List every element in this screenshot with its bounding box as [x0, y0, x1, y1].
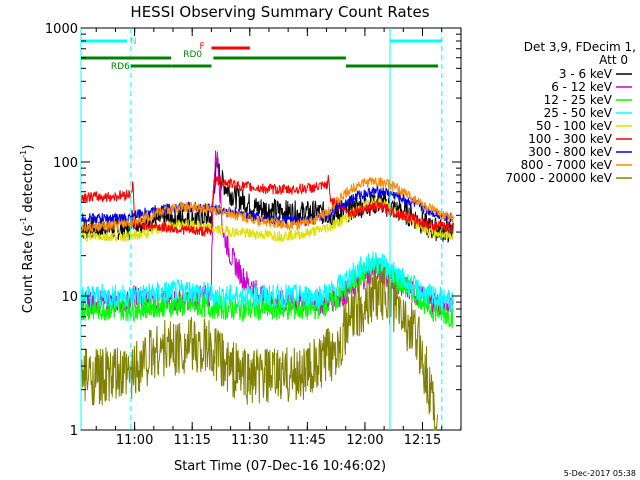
legend-header-2: Att 0	[599, 53, 628, 67]
series-line-8	[80, 177, 454, 234]
vertical-markers	[80, 28, 443, 430]
x-tick-label-3: 11:30	[231, 433, 268, 448]
x-tick-label-2: 11:15	[173, 433, 210, 448]
state-bar-label-4: RD0	[183, 50, 202, 60]
x-tick-label-4: 11:45	[289, 433, 326, 448]
legend-label-4: 25 - 50 keV	[544, 106, 613, 120]
y-tick-label-4: 1000	[45, 22, 78, 37]
x-axis-label: Start Time (07-Dec-16 10:46:02)	[174, 459, 386, 474]
state-bar-label-5: RD6	[111, 62, 130, 72]
y-axis-label-mid: detector	[21, 157, 36, 217]
x-tick-label-1: 11:00	[116, 433, 153, 448]
series-line-9	[80, 263, 438, 431]
legend-label-6: 100 - 300 keV	[528, 132, 612, 146]
legend-label-2: 6 - 12 keV	[551, 80, 613, 94]
state-bar-label-3: F	[200, 42, 205, 52]
footer-timestamp: 5-Dec-2017 05:38	[564, 469, 636, 478]
y-tick-label-3: 100	[53, 156, 78, 171]
y-tick-label-1: 1	[70, 424, 78, 439]
legend-label-5: 50 - 100 keV	[536, 119, 613, 133]
y-axis-label-main: Count Rate (s	[21, 225, 36, 314]
legend-label-1: 3 - 6 keV	[559, 67, 613, 81]
series-line-4	[80, 251, 454, 313]
chart-title: HESSI Observing Summary Count Rates	[130, 3, 429, 21]
y-tick-label-2: 10	[61, 290, 78, 305]
x-axis: 11:00 11:15 11:30 11:45 12:00 12:15	[95, 28, 462, 448]
legend-label-3: 12 - 25 keV	[544, 93, 613, 107]
legend-label-8: 800 - 7000 keV	[521, 158, 613, 172]
y-axis-label-sup2: -1	[19, 150, 28, 158]
x-tick-label-6: 12:15	[404, 433, 441, 448]
series-group	[80, 150, 454, 431]
legend-header-1: Det 3,9, FDecim 1,	[524, 40, 636, 54]
y-axis-label-end: )	[21, 145, 36, 150]
legend-label-9: 7000 - 20000 keV	[505, 171, 612, 185]
y-axis-label-sup1: -1	[19, 217, 28, 225]
y-axis: 1 10 100 1000	[45, 22, 461, 439]
state-bar-label-1: N	[130, 37, 137, 47]
x-tick-label-5: 12:00	[346, 433, 383, 448]
series-line-6	[80, 174, 454, 237]
y-axis-label: Count Rate (s-1 detector-1)	[19, 145, 36, 314]
series-line-1	[80, 156, 454, 244]
legend-label-7: 300 - 800 keV	[528, 145, 612, 159]
